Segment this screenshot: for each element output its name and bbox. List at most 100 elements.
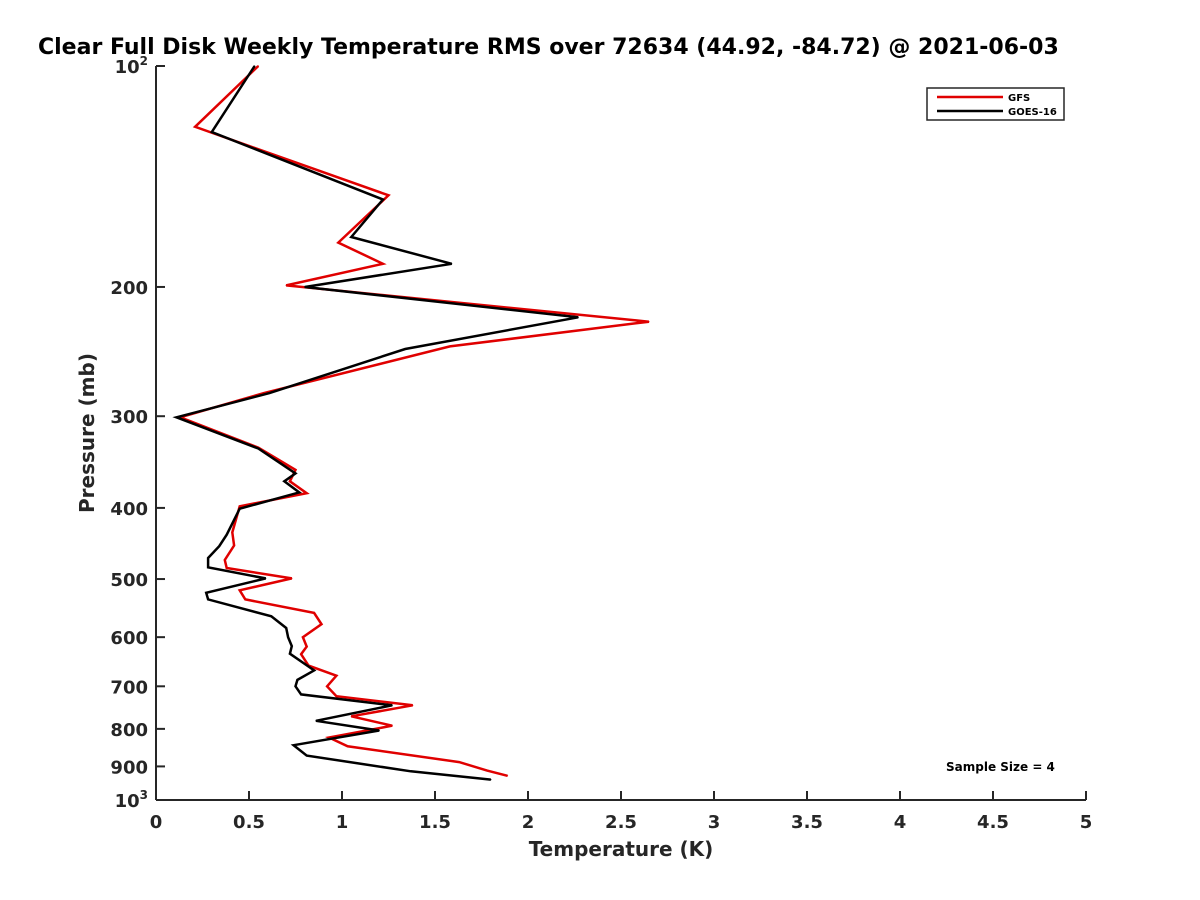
data-point-goes16-1	[211, 131, 213, 133]
y-tick-label: 200	[110, 278, 148, 299]
data-point-gfs-25	[306, 646, 308, 648]
x-axis-label: Temperature (K)	[529, 837, 714, 861]
y-tick-label: 103	[115, 788, 148, 812]
data-point-goes16-0	[254, 65, 256, 67]
data-point-gfs-35	[347, 745, 349, 747]
data-point-gfs-0	[257, 65, 259, 67]
data-point-goes16-9	[175, 416, 178, 418]
data-point-goes16-37	[490, 779, 492, 781]
x-tick-label: 4.5	[977, 812, 1009, 833]
data-point-gfs-7	[449, 345, 451, 347]
x-tick-label: 0	[150, 812, 163, 833]
data-point-gfs-18	[226, 567, 228, 569]
data-point-gfs-13	[306, 492, 308, 494]
data-point-gfs-1	[194, 126, 196, 128]
data-point-gfs-22	[313, 612, 315, 614]
plot-series	[172, 65, 650, 781]
data-point-goes16-33	[378, 729, 380, 732]
data-point-gfs-29	[326, 685, 328, 687]
data-point-gfs-36	[458, 761, 460, 763]
data-point-gfs-21	[244, 598, 246, 601]
data-point-goes16-8	[268, 392, 271, 394]
data-point-goes16-17	[207, 557, 209, 559]
x-tick-label: 0.5	[233, 812, 265, 833]
data-point-gfs-31	[412, 704, 414, 706]
data-point-gfs-20	[239, 589, 241, 591]
data-point-gfs-37	[486, 770, 488, 772]
data-point-goes16-15	[226, 534, 228, 536]
legend-box	[926, 87, 1065, 121]
data-point-goes16-20	[205, 592, 207, 594]
data-point-gfs-6	[648, 321, 650, 323]
data-point-goes16-22	[270, 615, 272, 617]
y-tick-label: 102	[115, 54, 148, 78]
y-ticks: 102 200 300 400 500 600 700 800 900 103	[110, 54, 165, 812]
series-gfs	[176, 65, 650, 778]
x-tick-label: 5	[1080, 812, 1093, 833]
data-point-gfs-11	[294, 469, 297, 471]
data-point-goes16-18	[207, 566, 209, 569]
data-point-gfs-3	[337, 242, 339, 244]
y-tick-label: 800	[110, 720, 148, 741]
data-point-goes16-14	[239, 508, 241, 510]
data-point-gfs-34	[328, 736, 330, 739]
data-point-gfs-15	[231, 531, 233, 534]
data-point-goes16-19	[265, 577, 267, 580]
data-point-goes16-6	[577, 316, 579, 318]
x-ticks: 0 0.5 1 1.5 2 2.5 3 3.5 4 4.5 5	[150, 791, 1093, 833]
data-point-goes16-12	[283, 480, 285, 482]
x-tick-label: 1	[336, 812, 349, 833]
data-point-goes16-21	[207, 598, 209, 601]
chart-title: Clear Full Disk Weekly Temperature RMS o…	[38, 35, 1059, 60]
y-tick-label: 500	[110, 570, 148, 591]
data-point-gfs-16	[233, 544, 235, 547]
data-point-goes16-16	[218, 545, 220, 547]
legend-label-goes16: GOES-16	[1008, 107, 1057, 118]
data-point-goes16-24	[287, 636, 289, 638]
series-goes16	[172, 65, 579, 781]
data-point-goes16-23	[285, 627, 287, 629]
data-point-goes16-36	[410, 770, 412, 772]
data-point-gfs-32	[350, 715, 352, 717]
x-tick-label: 3.5	[791, 812, 823, 833]
data-point-gfs-28	[335, 675, 337, 677]
data-point-goes16-13	[298, 491, 300, 493]
data-point-gfs-19	[291, 577, 293, 580]
data-point-goes16-25	[291, 645, 293, 647]
data-point-gfs-12	[289, 480, 291, 482]
data-point-goes16-34	[293, 744, 295, 746]
data-point-goes16-28	[296, 679, 298, 681]
y-tick-label: 300	[110, 407, 148, 428]
y-axis-label: Pressure (mb)	[75, 353, 99, 513]
data-point-goes16-35	[306, 755, 308, 757]
data-point-gfs-30	[335, 695, 337, 697]
data-point-goes16-10	[257, 447, 259, 450]
x-tick-label: 4	[894, 812, 907, 833]
data-point-goes16-27	[313, 669, 315, 672]
y-tick-label: 600	[110, 628, 148, 649]
series-line-gfs	[176, 65, 650, 778]
data-point-goes16-31	[391, 704, 393, 706]
data-point-gfs-2	[387, 194, 390, 196]
data-point-goes16-32	[315, 720, 317, 722]
data-point-gfs-24	[302, 636, 304, 638]
data-point-goes16-11	[294, 472, 297, 474]
data-point-goes16-29	[294, 685, 297, 687]
legend-label-gfs: GFS	[1008, 93, 1030, 104]
data-point-goes16-26	[289, 653, 291, 655]
data-point-gfs-17	[224, 559, 226, 561]
data-point-gfs-33	[391, 725, 393, 727]
series-line-goes16	[172, 65, 579, 781]
data-point-gfs-14	[239, 505, 241, 507]
data-point-goes16-30	[300, 693, 302, 696]
y-tick-label: 900	[110, 757, 148, 778]
data-point-goes16-4	[451, 263, 453, 265]
x-tick-label: 3	[708, 812, 721, 833]
data-point-goes16-5	[304, 286, 306, 288]
x-tick-label: 1.5	[419, 812, 451, 833]
x-tick-label: 2.5	[605, 812, 637, 833]
y-tick-label: 700	[110, 677, 148, 698]
data-point-goes16-2	[382, 198, 384, 201]
sample-size-annotation: Sample Size = 4	[946, 760, 1055, 774]
